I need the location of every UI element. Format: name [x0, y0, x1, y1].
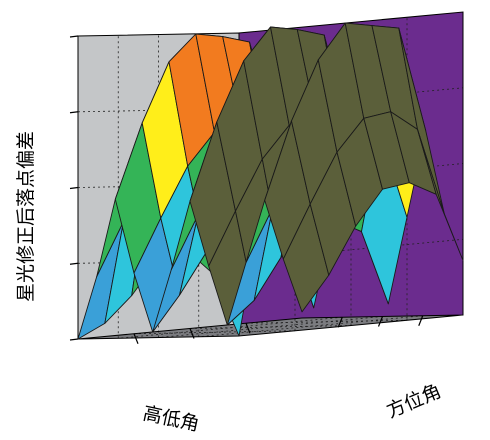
z-tick [70, 36, 78, 37]
z-axis-label: 星光修正后落点偏差 [15, 131, 37, 302]
y-axis-label: 方位角 [383, 380, 444, 423]
z-tick [70, 188, 78, 189]
x-axis-label: 高低角 [141, 402, 201, 435]
z-tick [70, 112, 78, 113]
z-tick [70, 263, 78, 264]
z-tick [70, 339, 78, 340]
